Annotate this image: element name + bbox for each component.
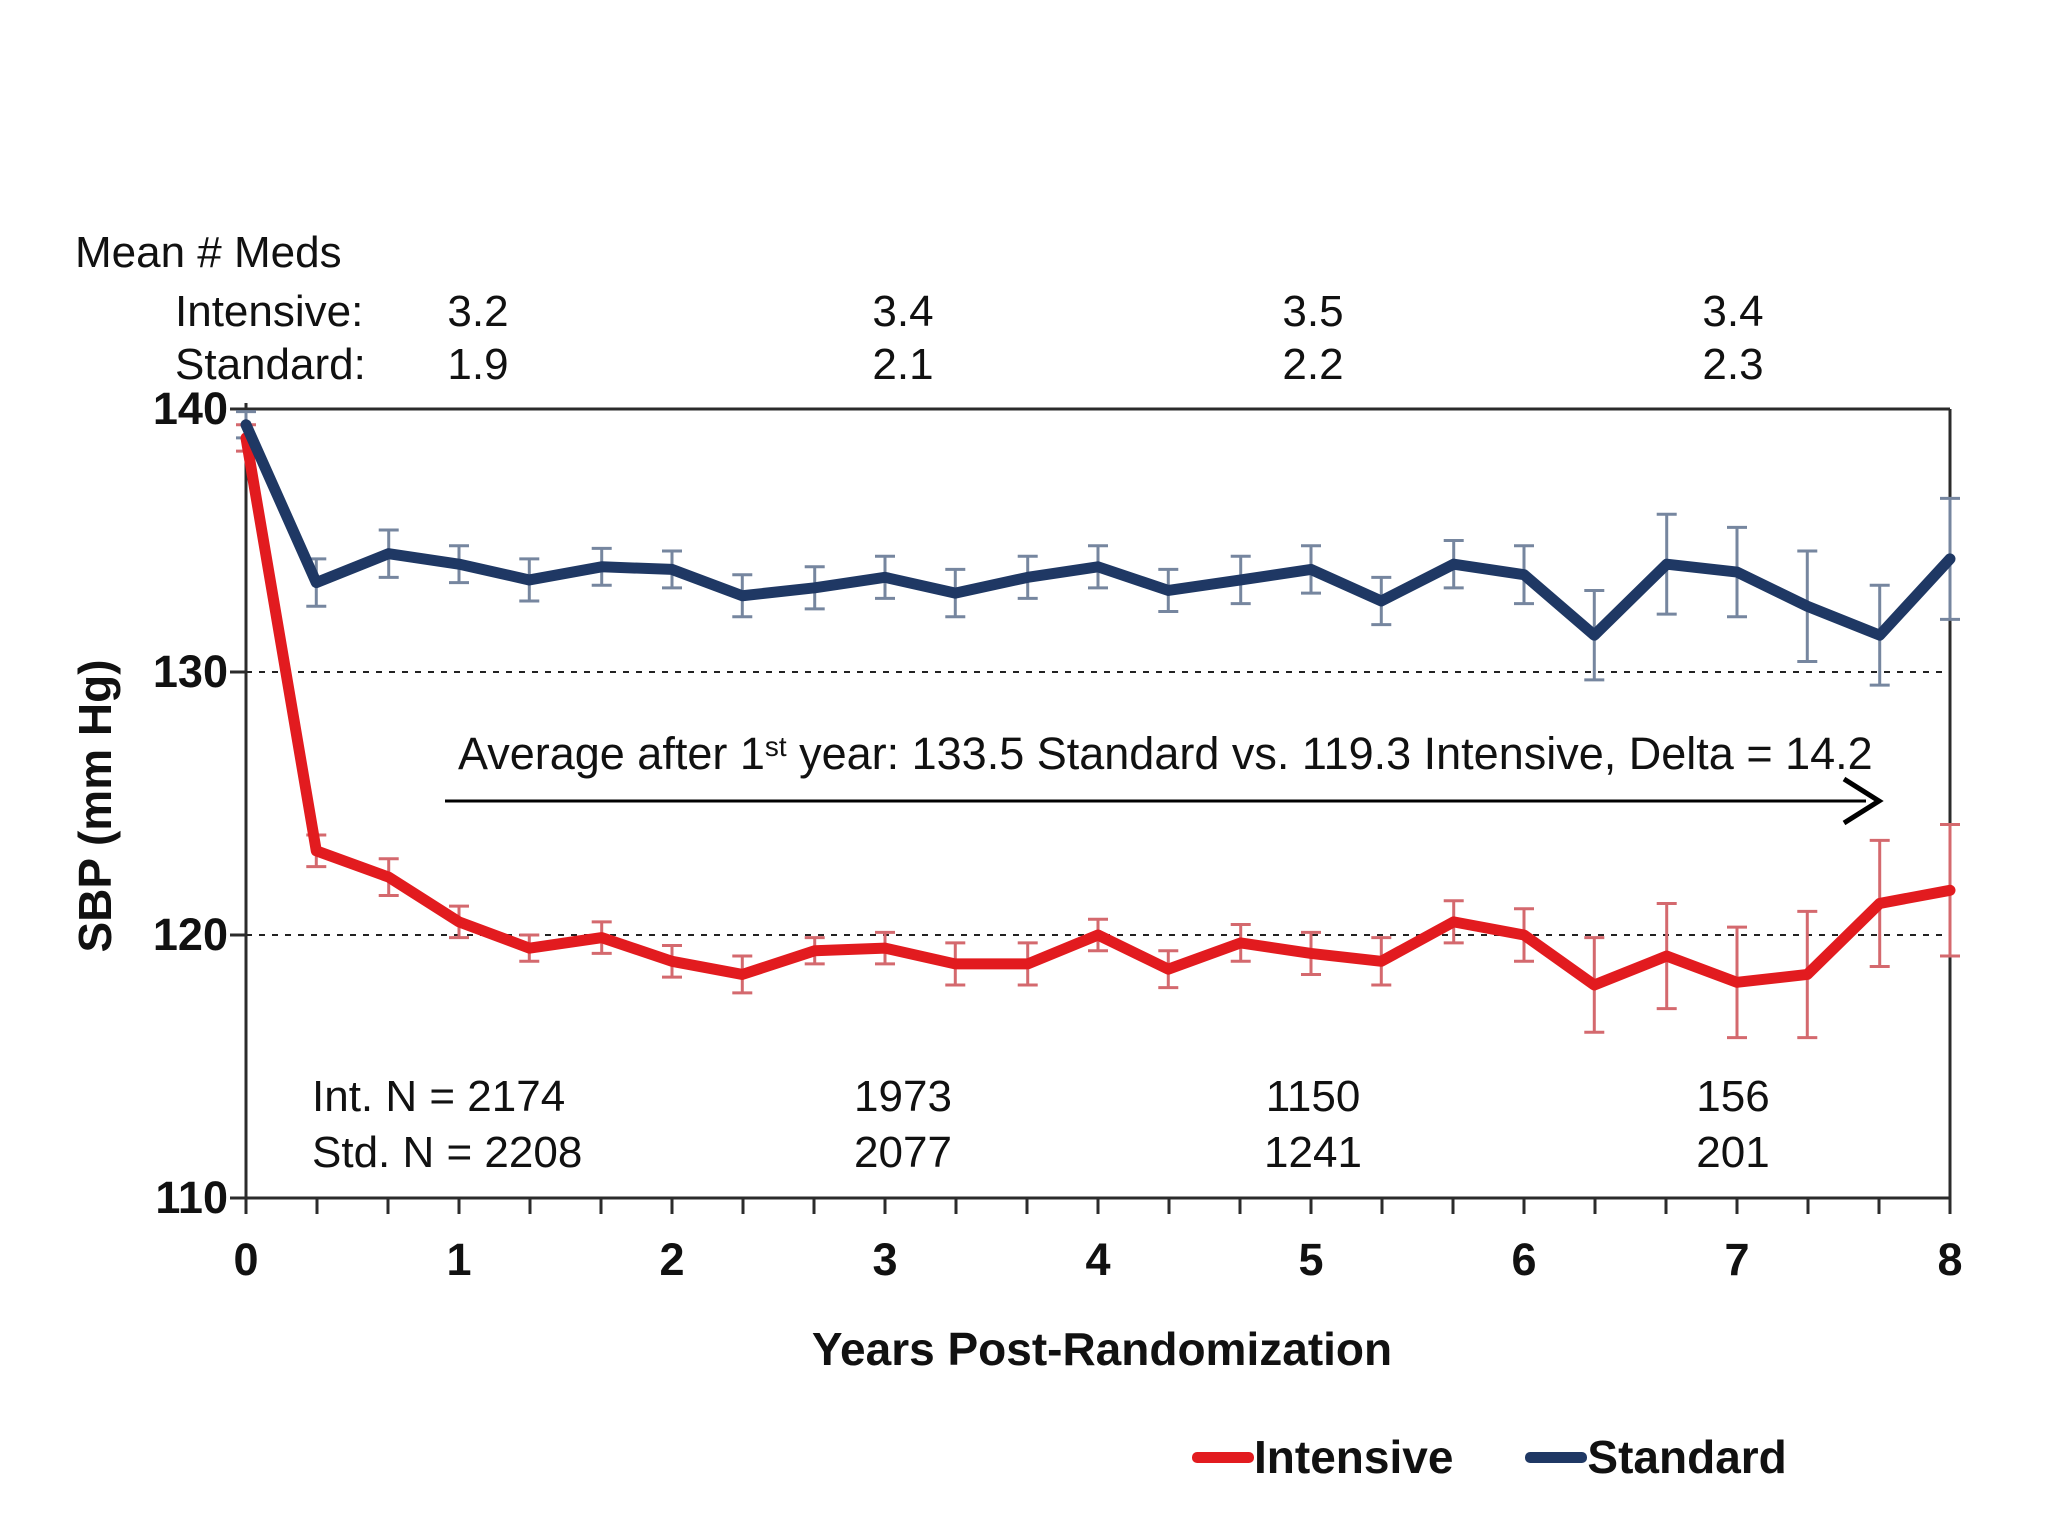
legend: Intensive Standard <box>1192 1434 1787 1480</box>
average-annotation: Average after 1st year: 133.5 Standard v… <box>458 728 1873 780</box>
annotation-superscript: st <box>764 731 787 763</box>
y-tick-label: 110 <box>155 1172 228 1223</box>
meds-value: 2.3 <box>1702 340 1764 389</box>
annotation-prefix: Average after 1 <box>458 728 765 779</box>
count-row-standard-label: Std. N = 2208 <box>312 1128 583 1177</box>
meds-value: 3.4 <box>1702 287 1764 336</box>
count-value: 1973 <box>854 1072 952 1121</box>
meds-row-standard-label: Standard: <box>175 340 366 389</box>
x-tick-label: 4 <box>1085 1234 1111 1285</box>
count-value: 201 <box>1696 1128 1770 1177</box>
x-tick-label: 8 <box>1937 1234 1963 1285</box>
legend-label-standard: Standard <box>1587 1431 1787 1483</box>
x-tick-label: 1 <box>446 1234 472 1285</box>
x-tick-label: 5 <box>1298 1234 1324 1285</box>
x-tick-label: 6 <box>1511 1234 1537 1285</box>
y-tick-label: 140 <box>152 383 228 434</box>
standard-line <box>240 419 1956 641</box>
x-axis-title: Years Post-Randomization <box>811 1323 1393 1375</box>
standard-line-swatch <box>1525 1451 1588 1463</box>
meds-value: 3.2 <box>447 287 509 336</box>
x-tick-label: 3 <box>872 1234 898 1285</box>
x-tick-label: 2 <box>659 1234 685 1285</box>
meds-table-title: Mean # Meds <box>75 228 342 277</box>
y-axis-title: SBP (mm Hg) <box>69 659 121 953</box>
y-tick-label: 120 <box>152 909 228 960</box>
count-row-intensive-label: Int. N = 2174 <box>312 1072 566 1121</box>
meds-row-intensive-label: Intensive: <box>175 287 364 336</box>
x-tick-label: 0 <box>233 1234 259 1285</box>
intensive-line-swatch <box>1192 1451 1254 1463</box>
y-tick-label: 130 <box>152 646 228 697</box>
legend-label-intensive: Intensive <box>1254 1431 1454 1483</box>
meds-value: 3.5 <box>1282 287 1344 336</box>
legend-item-standard: Standard <box>1525 1431 1787 1483</box>
meds-value: 1.9 <box>447 340 509 389</box>
intensive-line <box>240 432 1956 991</box>
annotation-arrow-head <box>1842 776 1884 826</box>
count-value: 156 <box>1696 1072 1770 1121</box>
meds-value: 3.4 <box>872 287 934 336</box>
meds-value: 2.2 <box>1282 340 1344 389</box>
meds-value: 2.1 <box>872 340 934 389</box>
count-value: 2077 <box>854 1128 952 1177</box>
annotation-suffix: year: 133.5 Standard vs. 119.3 Intensive… <box>786 728 1873 779</box>
count-value: 1150 <box>1265 1072 1361 1121</box>
x-tick-label: 7 <box>1724 1234 1750 1285</box>
count-value: 1241 <box>1264 1128 1362 1177</box>
legend-item-intensive: Intensive <box>1192 1434 1453 1480</box>
